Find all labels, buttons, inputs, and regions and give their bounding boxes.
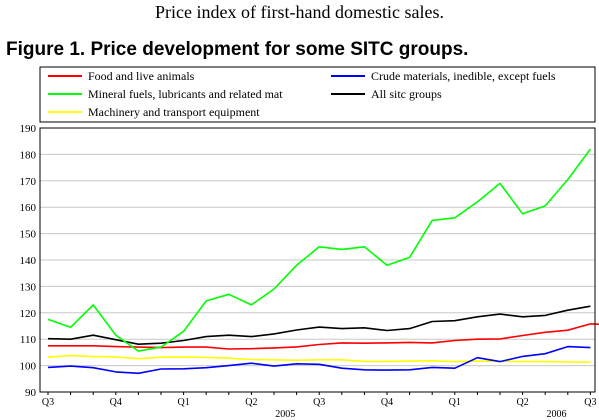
y-tick-label: 140 bbox=[20, 255, 37, 267]
legend-label: Crude materials, inedible, except fuels bbox=[371, 69, 556, 83]
x-tick-label: Q4 bbox=[381, 397, 393, 408]
x-tick-label: Q2 bbox=[245, 397, 257, 408]
y-tick-label: 180 bbox=[20, 149, 37, 161]
series-line bbox=[47, 345, 591, 375]
y-tick-label: 160 bbox=[20, 202, 37, 214]
x-tick-label: Q3 bbox=[42, 397, 54, 408]
x-tick-label: Q3 bbox=[313, 397, 325, 408]
y-tick-label: 190 bbox=[20, 123, 37, 135]
x-tick-label: Q2 bbox=[516, 397, 528, 408]
y-tick-label: 120 bbox=[20, 308, 37, 320]
x-tick-label: Q4 bbox=[110, 397, 122, 408]
year-label: 2005 bbox=[275, 409, 295, 420]
series-lines bbox=[47, 148, 599, 375]
figure-title: Figure 1. Price development for some SIT… bbox=[6, 39, 469, 60]
y-tick-label: 110 bbox=[20, 334, 37, 346]
y-tick-label: 170 bbox=[20, 176, 37, 188]
legend-label: Food and live animals bbox=[88, 69, 195, 83]
legend-box bbox=[39, 66, 596, 123]
x-tick-label: Q1 bbox=[449, 397, 461, 408]
y-tick-label: 150 bbox=[20, 229, 37, 241]
legend: Food and live animals Crude materials, in… bbox=[48, 69, 556, 119]
y-tick-label: 100 bbox=[20, 361, 37, 373]
x-tick-label: Q1 bbox=[177, 397, 189, 408]
plot-frame bbox=[39, 127, 596, 393]
grid-lines bbox=[40, 153, 595, 367]
legend-label: Mineral fuels, lubricants and related ma… bbox=[88, 87, 283, 101]
series-line bbox=[48, 323, 599, 350]
legend-label: Machinery and transport equipment bbox=[88, 105, 260, 119]
x-axis: Q3 Q4 Q1 Q2 Q3 Q4 Q1 Q2 Q3 2005 2006 bbox=[42, 392, 597, 420]
year-label: 2006 bbox=[547, 409, 567, 420]
series-line bbox=[47, 148, 592, 352]
legend-label: All sitc groups bbox=[371, 87, 442, 101]
y-axis: 90 100 110 120 130 140 150 160 170 180 190 bbox=[20, 123, 37, 399]
y-tick-label: 90 bbox=[25, 387, 37, 399]
series-line bbox=[47, 305, 591, 346]
x-tick-label: Q3 bbox=[584, 397, 596, 408]
page-supertitle: Price index of first-hand domestic sales… bbox=[155, 2, 444, 22]
y-tick-label: 130 bbox=[20, 281, 37, 293]
